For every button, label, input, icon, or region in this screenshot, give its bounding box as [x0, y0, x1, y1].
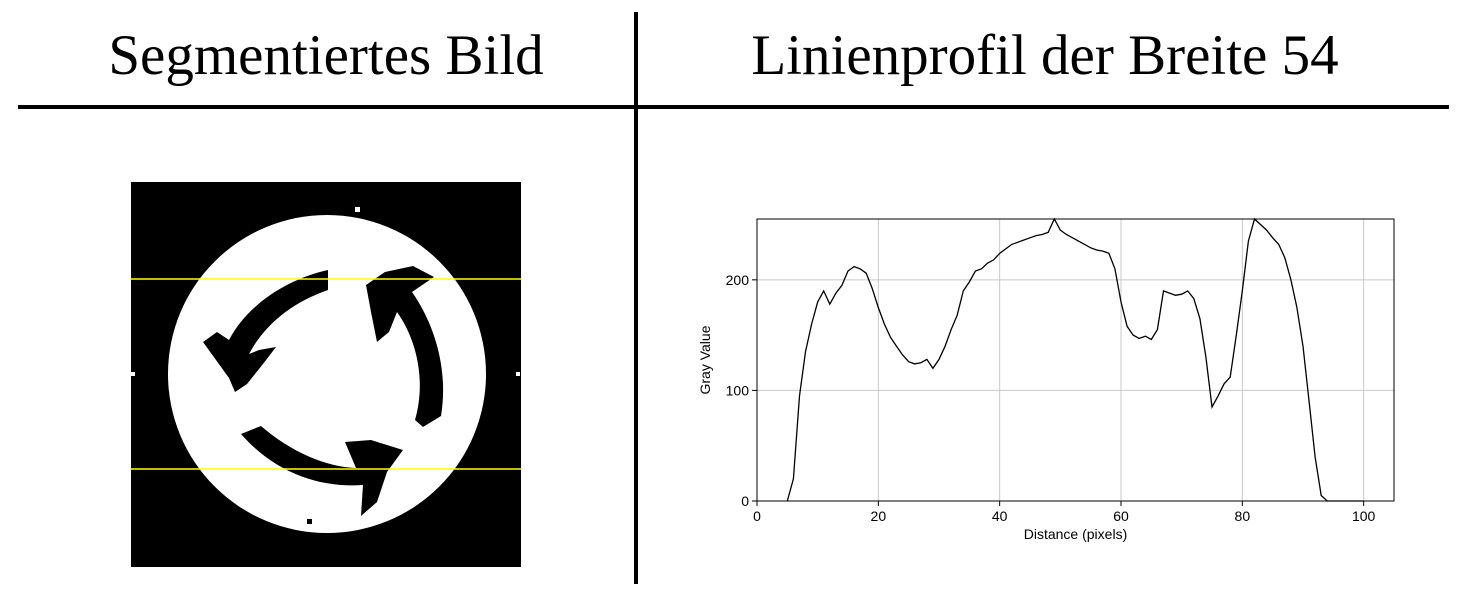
x-axis-label: Distance (pixels) — [1024, 526, 1127, 542]
arrow-bottom — [241, 426, 403, 516]
x-tick-label: 60 — [1113, 508, 1129, 524]
segmented-image — [131, 182, 521, 567]
right-title: Linienprofil der Breite 54 — [751, 23, 1339, 87]
grid — [757, 219, 1394, 501]
y-tick-label: 100 — [726, 382, 750, 398]
x-axis-ticks: 0 20 40 60 80 100 — [753, 501, 1376, 524]
column-divider — [634, 12, 638, 584]
series-line — [786, 217, 1364, 502]
header-rule — [18, 105, 1449, 109]
x-tick-label: 20 — [871, 508, 887, 524]
y-tick-label: 0 — [741, 493, 749, 509]
arrow-left — [203, 270, 328, 392]
left-title: Segmentiertes Bild — [108, 23, 544, 87]
y-axis-label: Gray Value — [697, 325, 713, 394]
line-profile-chart: 0 20 40 60 80 100 0 100 200 Distance (pixels) G… — [697, 217, 1395, 542]
x-tick-label: 40 — [992, 508, 1008, 524]
arrow-right — [366, 266, 444, 427]
x-tick-label: 0 — [753, 508, 761, 524]
speck-top — [355, 207, 360, 212]
x-tick-label: 100 — [1352, 508, 1376, 524]
speck-bottom — [307, 519, 312, 524]
plot-frame — [756, 218, 1395, 502]
y-tick-label: 200 — [726, 272, 750, 288]
speck-right — [516, 372, 520, 376]
speck-left — [131, 372, 135, 376]
y-axis-ticks: 0 100 200 — [726, 272, 757, 509]
x-tick-label: 80 — [1235, 508, 1251, 524]
